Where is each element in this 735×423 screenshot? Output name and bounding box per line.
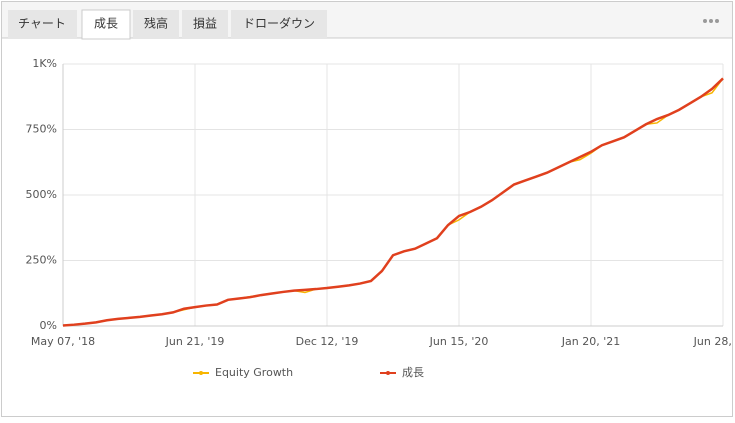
x-tick-label: Jun 21, '19 bbox=[165, 335, 225, 348]
x-tick-label: Dec 12, '19 bbox=[296, 335, 359, 348]
frame bbox=[1, 1, 733, 417]
tab[interactable] bbox=[133, 10, 179, 38]
y-tick-label: 0% bbox=[40, 319, 57, 332]
tab-label: 成長 bbox=[94, 17, 118, 31]
y-tick-label: 250% bbox=[26, 254, 57, 267]
x-tick-label: Jan 20, '21 bbox=[561, 335, 620, 348]
tab[interactable] bbox=[8, 10, 77, 38]
x-tick-label: Jun 15, '20 bbox=[429, 335, 489, 348]
legend-marker bbox=[199, 371, 203, 375]
x-tick-label: Jun 28, '21 bbox=[693, 335, 735, 348]
y-tick-label: 750% bbox=[26, 123, 57, 136]
legend-label: 成長 bbox=[402, 366, 424, 379]
series-line bbox=[62, 77, 724, 327]
tab-label: ドローダウン bbox=[243, 16, 315, 31]
plot: 0% 250% 500% 750% 1K% May 07, '18 Jun 21, '19 D… bbox=[26, 57, 735, 379]
tab-active[interactable] bbox=[81, 9, 131, 40]
tab-label: 残高 bbox=[144, 16, 168, 31]
more-menu[interactable] bbox=[703, 19, 719, 23]
legend-label: Equity Growth bbox=[215, 366, 293, 379]
y-tick-label: 1K% bbox=[32, 57, 57, 70]
tab[interactable] bbox=[182, 10, 228, 38]
tab-label: 損益 bbox=[193, 16, 217, 31]
x-tick-label: May 07, '18 bbox=[31, 335, 95, 348]
tab[interactable] bbox=[231, 10, 327, 38]
tab-label: チャート bbox=[18, 17, 66, 31]
legend-marker bbox=[386, 371, 390, 375]
y-tick-label: 500% bbox=[26, 188, 57, 201]
